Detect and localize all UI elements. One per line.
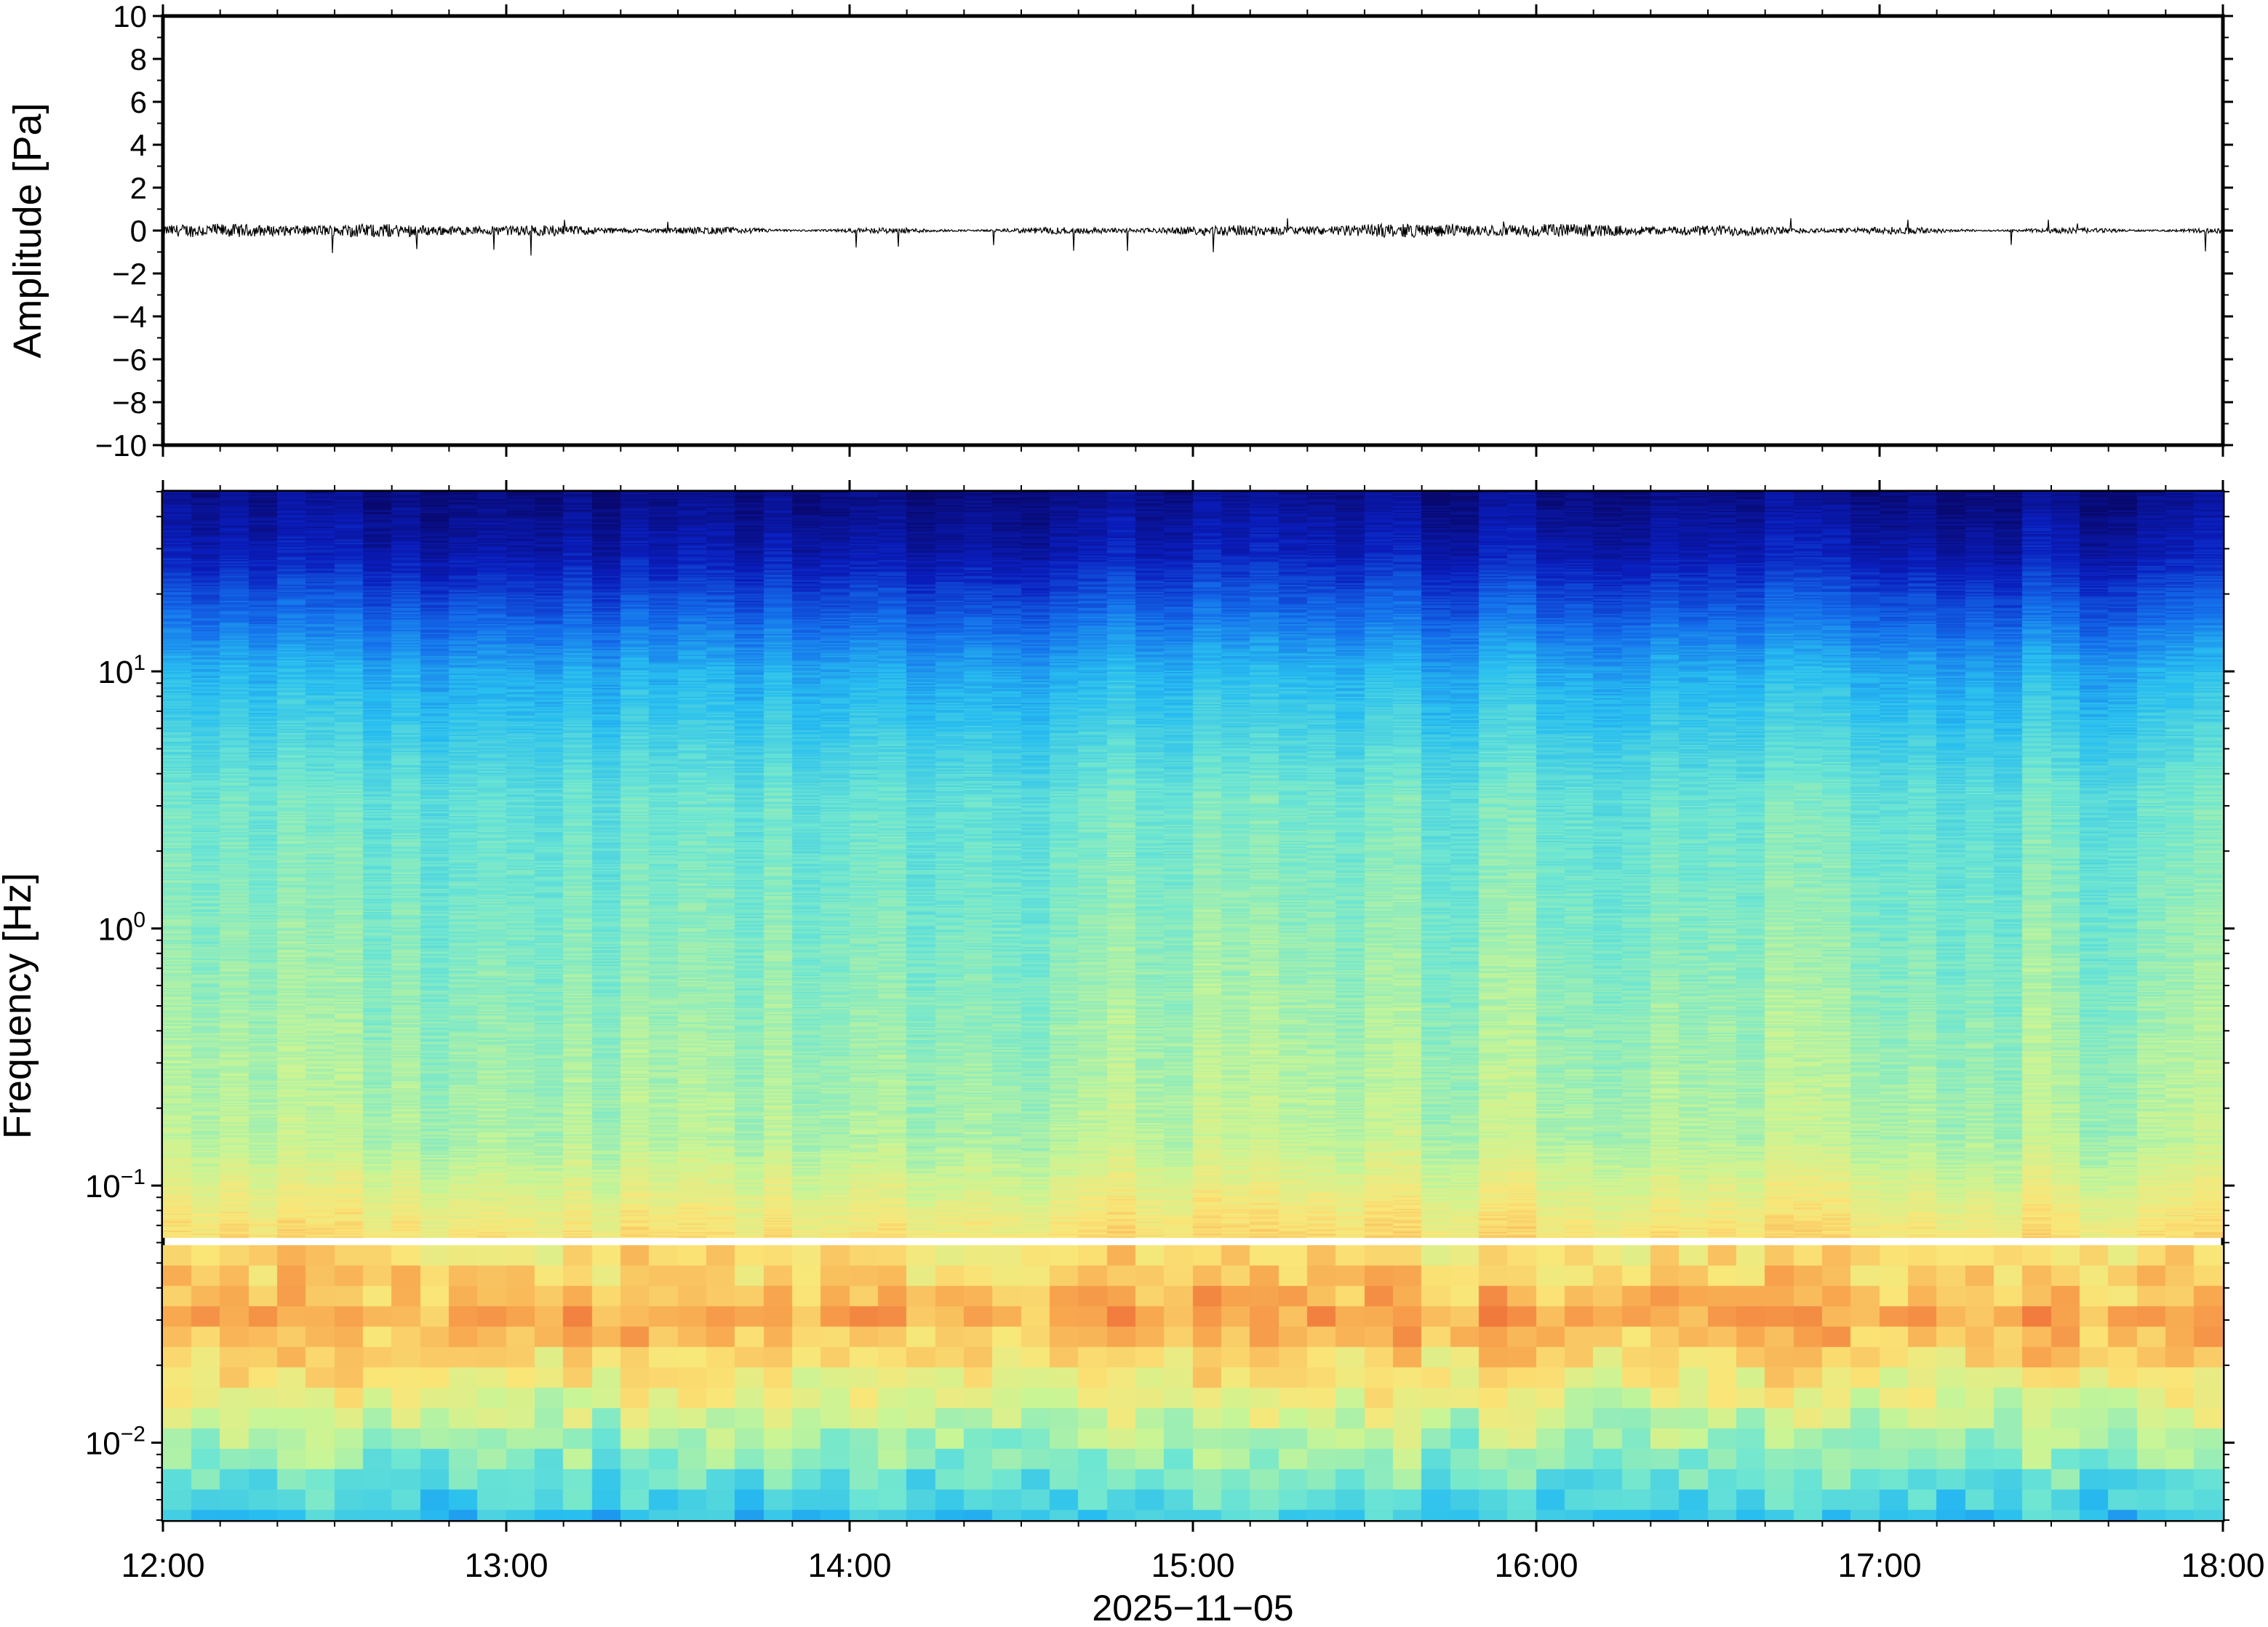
x-tick-label: 18:00 <box>2181 1546 2264 1584</box>
frequency-axis-label: Frequency [Hz] <box>0 873 39 1139</box>
frequency-y-tick-label: 101 <box>97 651 145 690</box>
amplitude-y-tick-label: 0 <box>130 214 147 248</box>
amplitude-y-tick-label: −10 <box>95 428 147 463</box>
amplitude-y-tick-label: 8 <box>130 42 147 76</box>
amplitude-frame <box>161 14 2225 447</box>
amplitude-y-tick-label: −2 <box>112 257 147 291</box>
spectrogram-panel: 10−2 10−1 100 101 12:00 13:00 14:00 15:00 16:00… <box>0 480 2265 1627</box>
x-tick-label: 15:00 <box>1151 1546 1234 1584</box>
amplitude-y-tick-label: 10 <box>113 0 147 33</box>
x-tick-label: 16:00 <box>1494 1546 1578 1584</box>
frequency-y-tick-label: 100 <box>97 908 145 948</box>
frequency-y-tick-label: 10−1 <box>85 1165 145 1204</box>
spectrogram-image <box>163 492 2223 1520</box>
date-axis-label: 2025−11−05 <box>1092 1588 1293 1623</box>
amplitude-y-tick-label: 4 <box>130 128 147 162</box>
frequency-y-tick-label: 10−2 <box>85 1423 145 1462</box>
x-tick-label: 14:00 <box>807 1546 891 1584</box>
amplitude-y-tick-label: −8 <box>112 385 147 420</box>
spectrogram-y-ticks: 10−2 10−1 100 101 <box>85 491 2235 1521</box>
x-tick-label: 17:00 <box>1837 1546 1921 1584</box>
amplitude-y-tick-label: −6 <box>112 343 147 377</box>
amplitude-panel: 10 8 6 4 2 0 −2 −4 −6 −8 −10 Amplitude [Pa] <box>6 0 2233 463</box>
amplitude-trace <box>162 217 2224 256</box>
amplitude-y-tick-label: 6 <box>130 85 147 119</box>
x-tick-label: 12:00 <box>121 1546 204 1584</box>
amplitude-y-tick-label: −4 <box>112 300 147 334</box>
amplitude-y-tick-label: 2 <box>130 171 147 205</box>
amplitude-y-ticks: 10 8 6 4 2 0 −2 −4 −6 −8 −10 <box>95 0 2233 463</box>
x-tick-label: 13:00 <box>464 1546 548 1584</box>
amplitude-axis-label: Amplitude [Pa] <box>6 103 49 358</box>
